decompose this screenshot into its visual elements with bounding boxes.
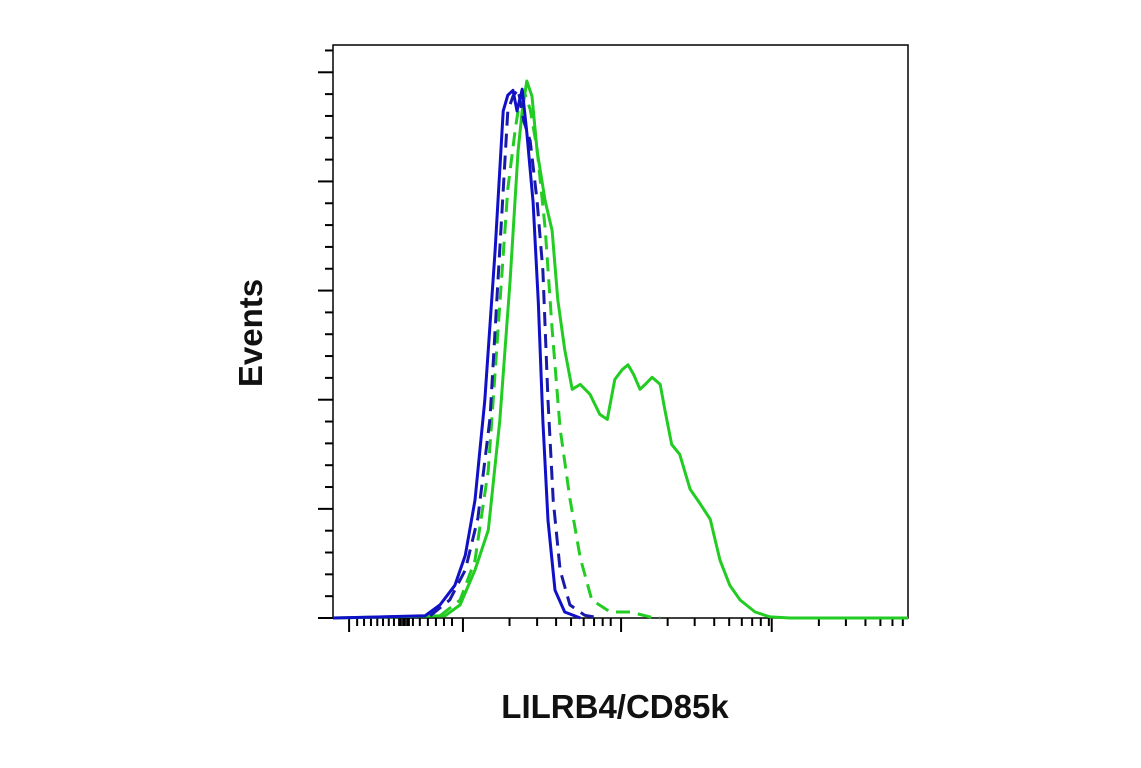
histogram-line: [332, 87, 581, 620]
histogram-line: [429, 87, 601, 620]
y-axis-title: Events: [232, 279, 269, 387]
x-axis-title: LILRB4/CD85k: [501, 688, 729, 725]
histogram-line: [332, 79, 908, 620]
histogram-line: [439, 92, 661, 620]
